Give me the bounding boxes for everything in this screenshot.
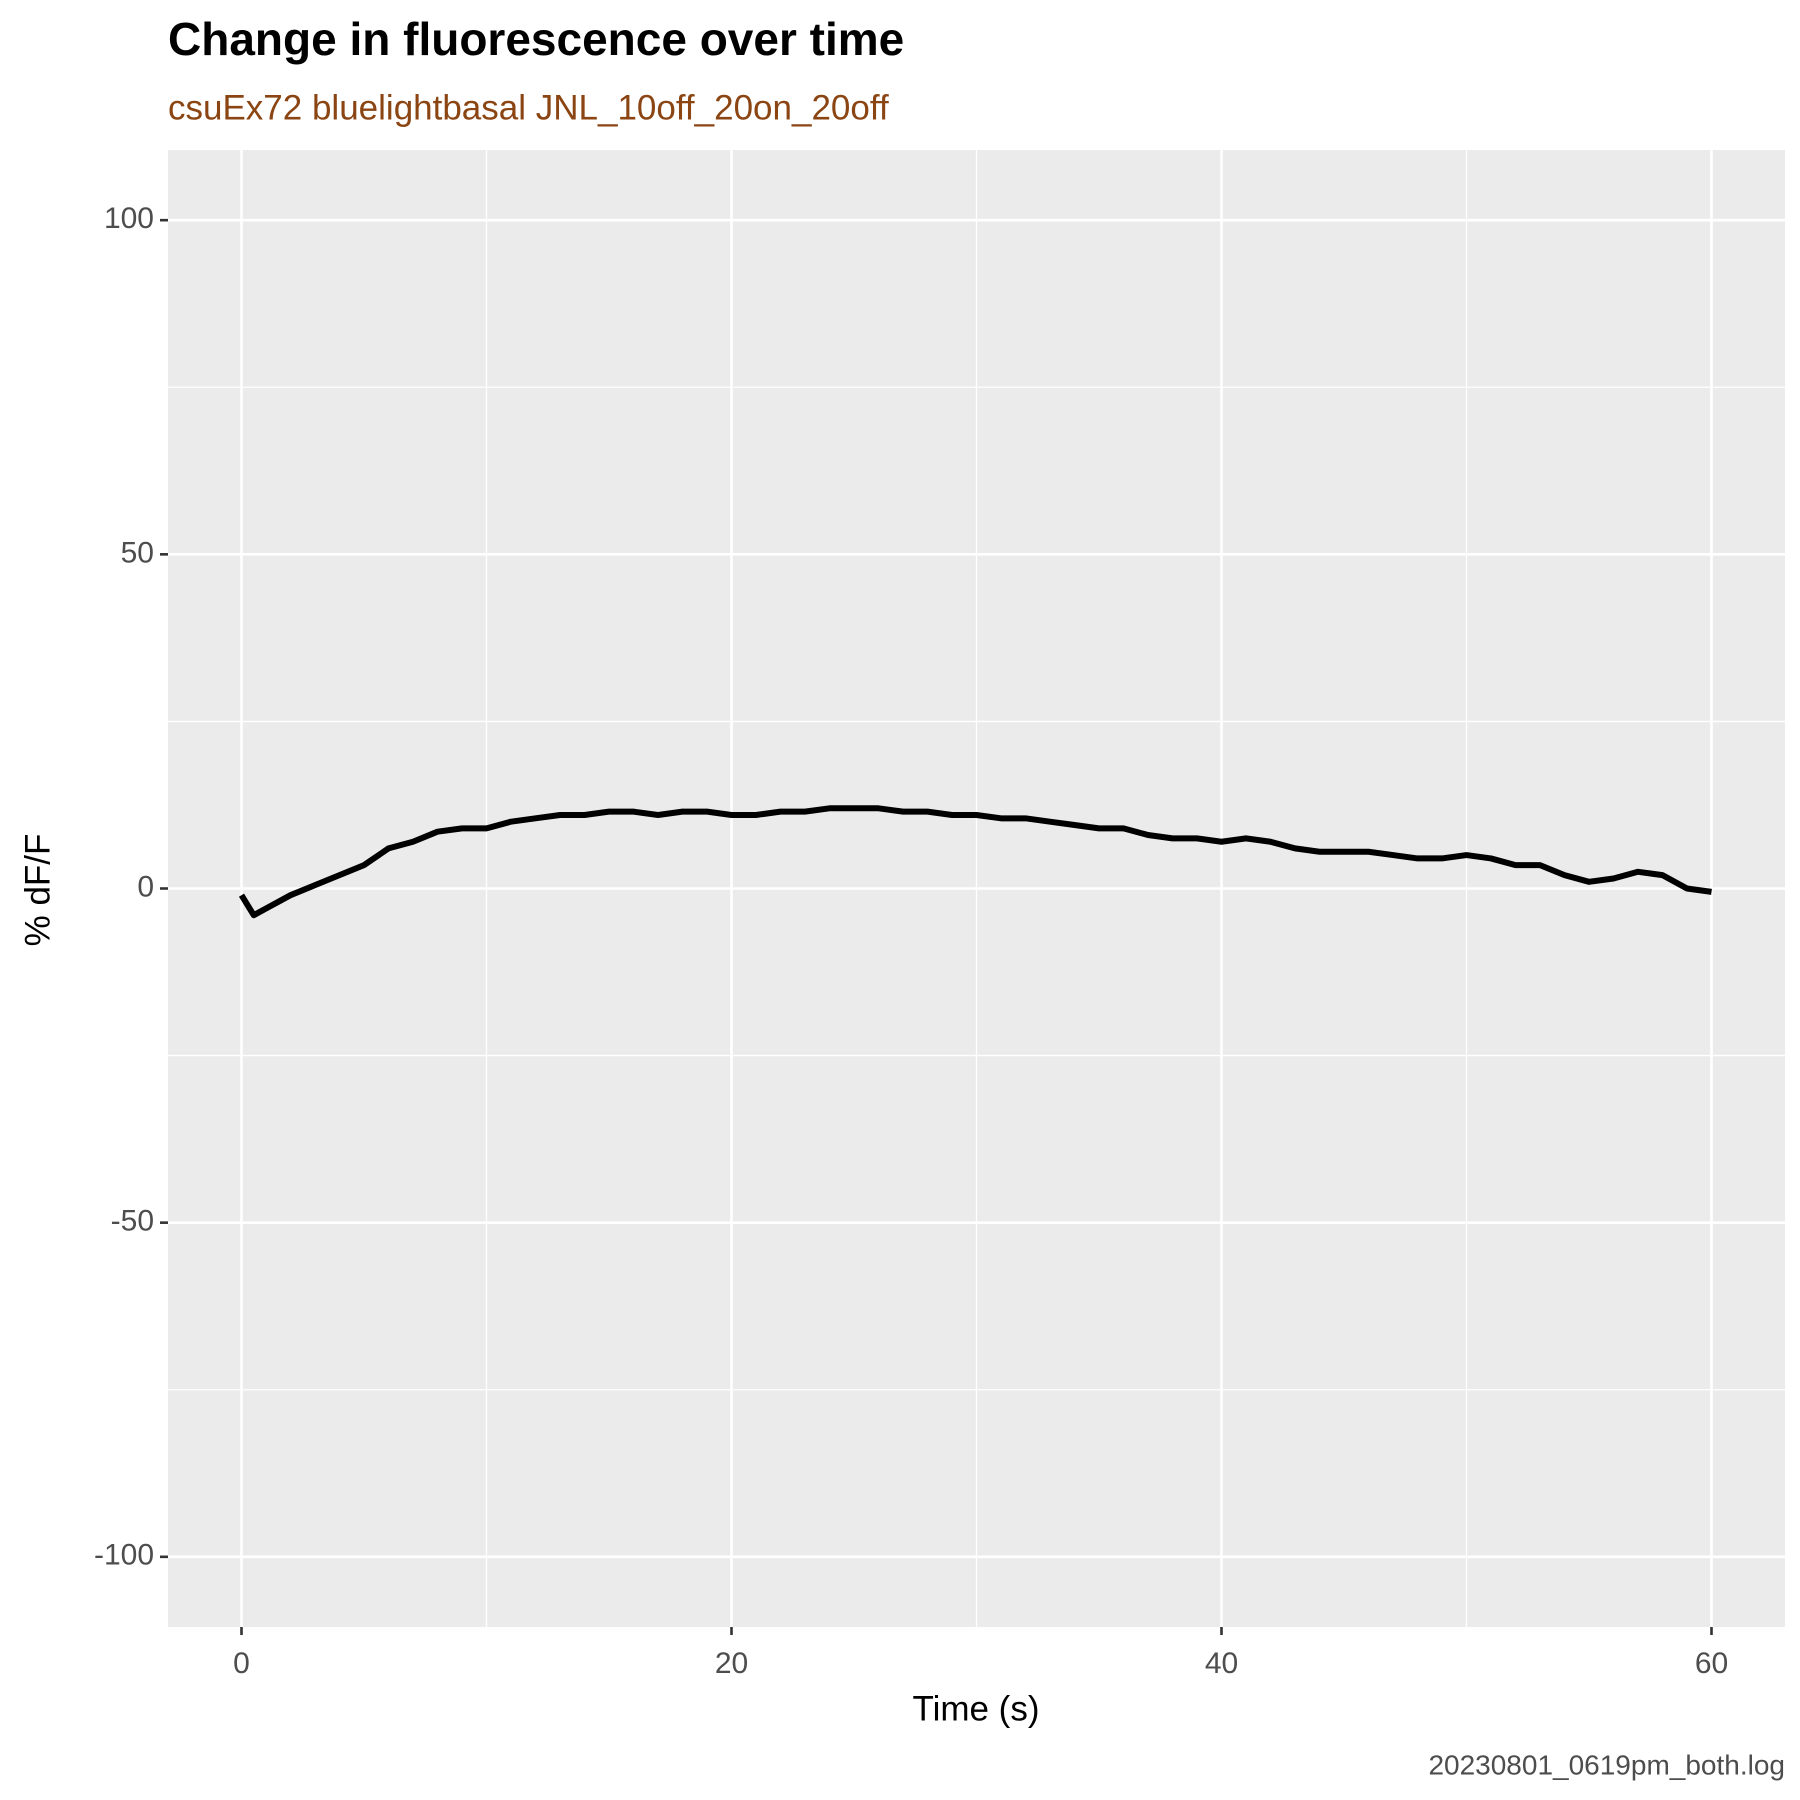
y-tick-label: 0 bbox=[137, 870, 154, 903]
x-tick-label: 60 bbox=[1695, 1647, 1728, 1680]
x-tick-label: 0 bbox=[233, 1647, 250, 1680]
y-tick-label: 100 bbox=[104, 202, 154, 235]
y-axis-title: % dF/F bbox=[18, 834, 57, 947]
y-tick-label: 50 bbox=[121, 536, 154, 569]
caption: 20230801_0619pm_both.log bbox=[1428, 1749, 1785, 1780]
x-tick-label: 40 bbox=[1205, 1647, 1238, 1680]
data-line bbox=[238, 805, 1712, 919]
x-axis-title: Time (s) bbox=[912, 1689, 1039, 1728]
chart-subtitle: csuEx72 bluelightbasal JNL_10off_20on_20… bbox=[168, 88, 889, 127]
y-tick-label: -100 bbox=[94, 1539, 154, 1572]
y-tick-label: -50 bbox=[111, 1205, 154, 1238]
x-tick-label: 20 bbox=[715, 1647, 748, 1680]
chart-title: Change in fluorescence over time bbox=[168, 13, 904, 65]
